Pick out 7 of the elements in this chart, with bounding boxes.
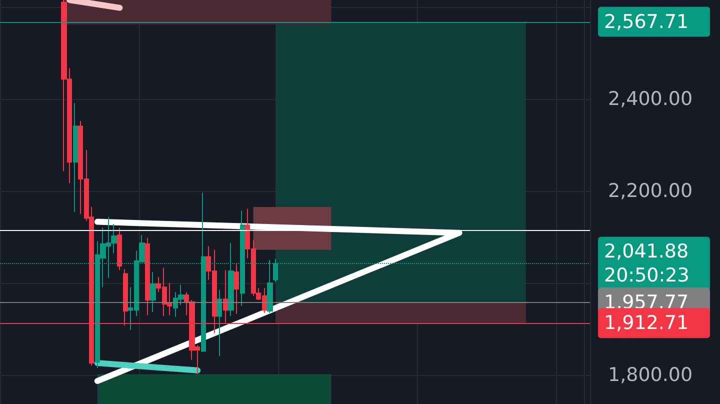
ref-line-label: 1,912.71	[604, 312, 689, 334]
ref-line-label: 2,041.88 20:50:23	[604, 240, 690, 287]
ref-line-label: 1,957.77	[604, 291, 689, 314]
y-tick-label: 2,400.00	[608, 88, 693, 110]
y-tick-label: 2,200.00	[608, 180, 693, 202]
y-tick-label: 1,800.00	[608, 364, 693, 386]
ref-line-label: 2,567.71	[604, 10, 689, 33]
